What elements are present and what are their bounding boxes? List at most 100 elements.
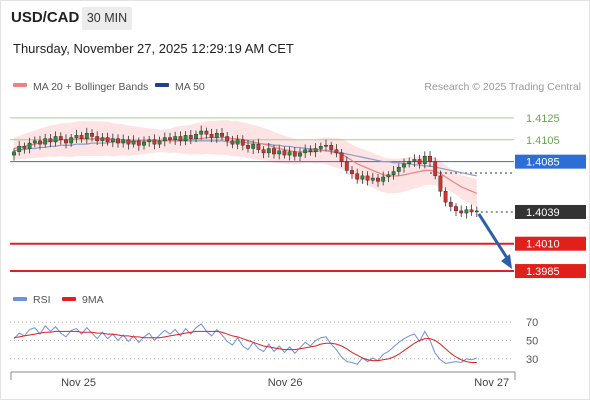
- candle-body: [308, 149, 313, 153]
- candle: [126, 135, 131, 150]
- candle: [105, 132, 110, 146]
- candle-body: [344, 161, 349, 171]
- candle-body: [204, 130, 209, 135]
- candle: [334, 144, 339, 158]
- level-badge-1.4010: [515, 236, 586, 251]
- candle: [261, 146, 266, 159]
- candle-body: [370, 177, 375, 181]
- candle: [376, 173, 380, 187]
- x-tick-label: Nov 27: [474, 377, 509, 389]
- symbol-title: USD/CAD: [11, 9, 80, 26]
- candle: [90, 129, 94, 142]
- ma20-legend-label: MA 20 + Bollinger Bands: [33, 81, 148, 93]
- candle: [147, 136, 152, 147]
- level-label-1.4085: 1.4085: [526, 157, 560, 169]
- candle-body: [147, 139, 152, 143]
- candle: [443, 187, 448, 207]
- candle: [64, 134, 68, 149]
- candle-body: [230, 140, 235, 145]
- candle-body: [402, 163, 406, 168]
- chart-header: USD/CAD 30 MIN: [0, 0, 590, 37]
- candle-body: [376, 177, 380, 182]
- candle: [386, 171, 391, 182]
- candle: [407, 157, 412, 168]
- candle: [183, 131, 188, 146]
- candle: [79, 131, 84, 143]
- candle: [136, 137, 141, 151]
- candle-body: [235, 139, 240, 145]
- candle: [17, 140, 22, 156]
- candle-body: [324, 145, 328, 147]
- candle: [339, 148, 344, 168]
- candle-body: [282, 150, 287, 156]
- candle-body: [74, 135, 79, 138]
- candle: [100, 133, 105, 147]
- candle-body: [17, 146, 22, 152]
- level-badge-1.3985: [515, 264, 586, 279]
- candle-body: [443, 190, 448, 203]
- candle: [412, 154, 417, 167]
- level-label-1.4039: 1.4039: [526, 207, 560, 219]
- rsi-legend-swatch: [13, 297, 27, 301]
- level-label-1.4125: 1.4125: [526, 113, 560, 125]
- candle: [173, 131, 178, 145]
- candle-body: [225, 136, 230, 142]
- candle: [69, 133, 74, 147]
- candle-body: [261, 149, 266, 154]
- candle: [225, 131, 230, 147]
- candle-body: [277, 150, 282, 155]
- candle-body: [412, 159, 417, 162]
- candle: [199, 125, 204, 140]
- candle: [287, 146, 292, 161]
- candle-body: [183, 135, 188, 142]
- candle-body: [38, 140, 42, 145]
- candle-body: [448, 201, 453, 207]
- candle-body: [428, 155, 432, 162]
- rsi-tick-30: 30: [526, 354, 538, 366]
- candle-body: [256, 143, 261, 150]
- candle-body: [272, 148, 276, 155]
- candle: [381, 171, 386, 186]
- candle-body: [365, 175, 370, 181]
- candle-body: [318, 146, 323, 149]
- candle-body: [287, 151, 292, 156]
- candle: [266, 143, 271, 158]
- candle: [209, 128, 214, 143]
- candle-body: [105, 137, 110, 143]
- x-tick-label: Nov 25: [61, 377, 96, 389]
- candle-body: [64, 139, 68, 144]
- candle: [194, 130, 198, 143]
- candle-body: [464, 209, 469, 214]
- candle: [370, 172, 375, 184]
- ma20-line: [13, 136, 478, 194]
- candle-body: [95, 136, 100, 142]
- candle: [318, 142, 323, 153]
- candle-body: [350, 170, 354, 174]
- candle-body: [438, 175, 443, 192]
- candle: [84, 127, 89, 144]
- level-label-1.4105: 1.4105: [526, 135, 560, 147]
- candle: [121, 134, 126, 148]
- candle: [303, 144, 308, 159]
- candle-body: [152, 139, 157, 145]
- timestamp: Thursday, November 27, 2025 12:29:19 AM …: [13, 41, 294, 56]
- candles: [12, 125, 479, 219]
- rsi-legend-label: RSI: [33, 294, 51, 306]
- candle-body: [454, 206, 458, 212]
- rsi-tick-50: 50: [526, 336, 538, 348]
- rsi-ma-legend-swatch: [62, 297, 76, 301]
- candle-body: [214, 132, 219, 138]
- candle-body: [84, 132, 89, 139]
- candle: [277, 145, 282, 160]
- candle-body: [469, 209, 474, 213]
- candle: [329, 141, 334, 155]
- candle: [58, 132, 63, 145]
- candle-body: [459, 210, 464, 214]
- candle: [131, 135, 136, 148]
- candle-body: [188, 135, 193, 139]
- timeframe-button[interactable]: 30 MIN: [82, 7, 132, 30]
- candle: [272, 144, 276, 159]
- candle-body: [329, 145, 334, 150]
- candle-body: [407, 161, 412, 165]
- candle-body: [251, 143, 256, 149]
